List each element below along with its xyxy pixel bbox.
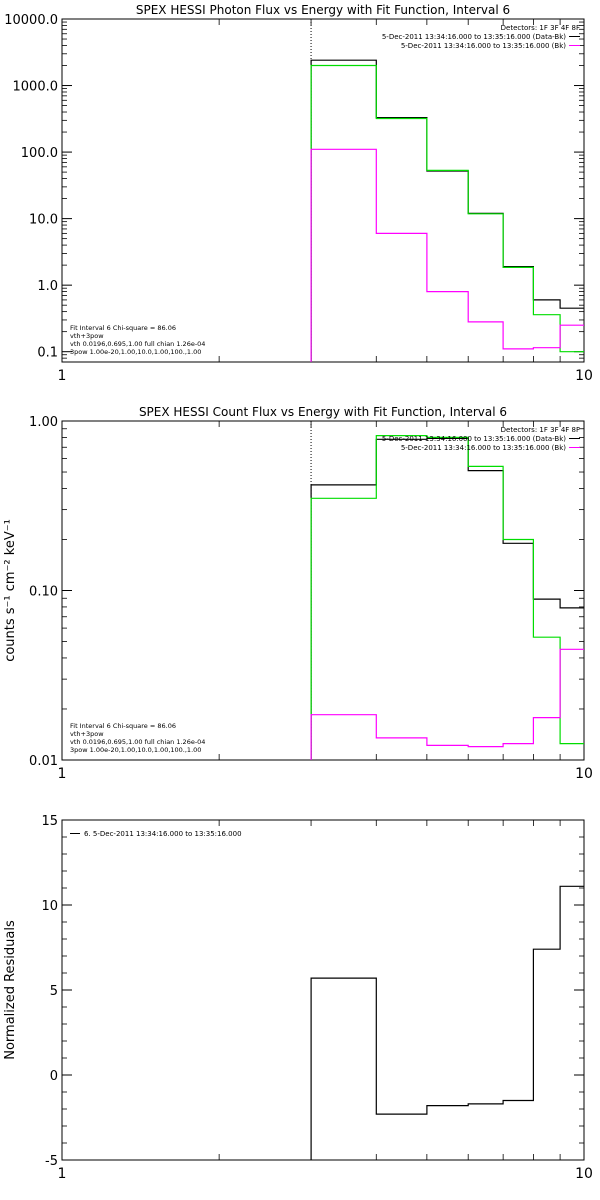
y-tick-label: 1.0: [37, 279, 58, 294]
series-line-fit: [310, 64, 584, 362]
y-axis-label: counts s⁻¹ cm⁻² keV⁻¹: [3, 519, 18, 662]
series-line-data-bk: [310, 59, 584, 362]
x-tick-label: 10: [575, 368, 593, 384]
y-tick-label: 10.0: [29, 213, 58, 228]
x-tick-label: 1: [58, 368, 67, 384]
legend-label: 6. 5-Dec-2011 13:34:16.000 to 13:35:16.0…: [84, 830, 242, 838]
fit-info-line: 3pow 1.00e-20,1.00,10.0,1.00,100.,1.00: [70, 348, 201, 356]
y-tick-label: 0.01: [29, 754, 58, 769]
y-tick-label: 0.1: [37, 346, 58, 361]
chart-panel-3: 1 10 -5 0 5 10 15 Normalized Residuals 6. 5-Dec-…: [3, 814, 593, 1182]
y-tick-label: 1000.0: [13, 80, 59, 95]
fit-info-line: 3pow 1.00e-20,1.00,10.0,1.00,100.,1.00: [70, 746, 201, 754]
chart-panel-1: SPEX HESSI Photon Flux vs Energy with Fi…: [4, 3, 593, 384]
y-axis-label: Normalized Residuals: [3, 920, 18, 1060]
chart-title: SPEX HESSI Count Flux vs Energy with Fit…: [139, 405, 507, 419]
y-tick-label: 100.0: [21, 146, 58, 161]
y-tick-label: 10000.0: [4, 13, 58, 28]
y-tick-label: 0: [50, 1069, 58, 1084]
legend-label: 5-Dec-2011 13:34:16.000 to 13:35:16.000 …: [401, 444, 566, 452]
plot-frame: [61, 18, 585, 363]
legend-label: 5-Dec-2011 13:34:16.000 to 13:35:16.000 …: [382, 33, 566, 41]
series-line-bk: [310, 648, 584, 760]
plot-frame: [61, 420, 585, 761]
x-tick-label: 1: [58, 766, 67, 782]
fit-info-line: vth+3pow: [70, 730, 104, 738]
series-line-residuals: [310, 885, 584, 1160]
chart-title: SPEX HESSI Photon Flux vs Energy with Fi…: [136, 3, 510, 17]
y-tick-label: 10: [41, 899, 58, 914]
series-line-data-bk: [310, 437, 584, 760]
plot-frame: [61, 819, 585, 1161]
fit-info-line: vth 0.0196,0.695,1.00 full chian 1.26e-0…: [70, 340, 205, 348]
y-tick-label: 15: [41, 814, 58, 829]
y-tick-label: -5: [45, 1154, 58, 1169]
y-tick-label: 1.00: [29, 415, 58, 430]
x-tick-label: 1: [58, 1166, 67, 1182]
legend-header: Detectors: 1F 3F 4F 8F: [501, 24, 580, 32]
x-tick-label: 10: [575, 1166, 593, 1182]
y-tick-label: 0.10: [29, 585, 58, 600]
fit-info-line: vth 0.0196,0.695,1.00 full chian 1.26e-0…: [70, 738, 205, 746]
legend-label: 5-Dec-2011 13:34:16.000 to 13:35:16.000 …: [382, 435, 566, 443]
fit-info-line: vth+3pow: [70, 332, 104, 340]
fit-info-line: Fit Interval 6 Chi-square = 86.06: [70, 722, 176, 730]
series-line-fit: [310, 435, 584, 760]
chart-panel-2: SPEX HESSI Count Flux vs Energy with Fit…: [3, 405, 593, 782]
series-line-bk: [310, 148, 584, 362]
x-tick-label: 10: [575, 766, 593, 782]
legend-header: Detectors: 1F 3F 4F 8F: [501, 426, 580, 434]
fit-info-line: Fit Interval 6 Chi-square = 86.06: [70, 324, 176, 332]
y-tick-label: 5: [50, 984, 58, 999]
legend-label: 5-Dec-2011 13:34:16.000 to 13:35:16.000 …: [401, 42, 566, 50]
